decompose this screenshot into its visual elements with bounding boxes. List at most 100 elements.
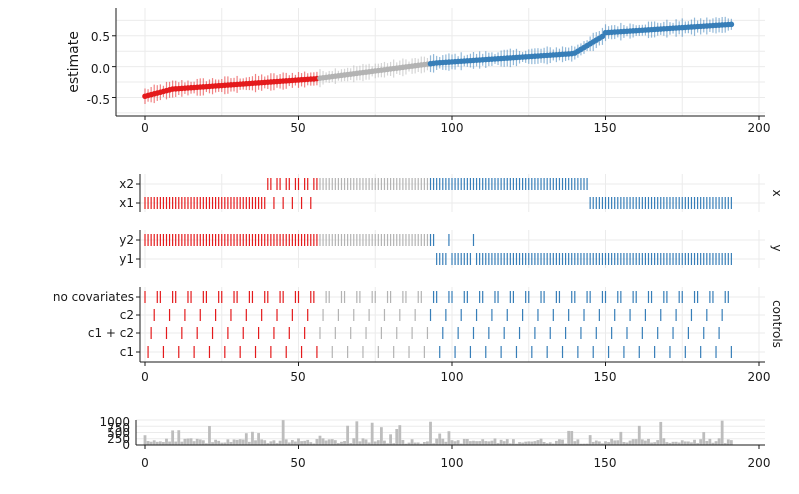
count-bar bbox=[346, 425, 350, 445]
count-bar bbox=[714, 441, 718, 445]
facet-strip-label: controls bbox=[770, 300, 784, 348]
count-bar bbox=[306, 439, 310, 445]
choice-row-label: c1 bbox=[120, 345, 134, 359]
choice-row-label: x2 bbox=[119, 177, 134, 191]
x-tick-label: 50 bbox=[290, 370, 305, 384]
count-bar bbox=[717, 438, 721, 445]
count-bar bbox=[327, 439, 331, 445]
count-bar bbox=[659, 421, 663, 445]
count-bar bbox=[254, 440, 257, 445]
count-bar bbox=[318, 435, 322, 445]
count-bar bbox=[588, 435, 592, 445]
count-bar bbox=[343, 441, 346, 445]
count-bar bbox=[432, 443, 435, 445]
count-bar bbox=[297, 438, 300, 445]
count-bar bbox=[395, 429, 399, 445]
count-bar bbox=[570, 431, 574, 445]
count-bar bbox=[189, 438, 193, 445]
count-bar bbox=[183, 438, 187, 445]
x-tick-label: 100 bbox=[441, 456, 464, 470]
count-bar bbox=[214, 439, 218, 445]
count-bar bbox=[613, 440, 617, 445]
count-bar bbox=[505, 439, 509, 445]
count-bar bbox=[361, 438, 365, 445]
count-bar bbox=[171, 430, 175, 445]
count-bar bbox=[465, 438, 469, 445]
count-bar bbox=[284, 439, 288, 445]
count-bar bbox=[186, 438, 190, 445]
count-bar bbox=[515, 443, 518, 445]
choice-row-label: c2 bbox=[120, 308, 134, 322]
choice-row-label: y1 bbox=[119, 252, 134, 266]
count-bar bbox=[597, 441, 601, 445]
y-tick-label: 0.0 bbox=[91, 62, 110, 76]
count-bar bbox=[208, 426, 211, 445]
y-axis-title: estimate bbox=[66, 31, 82, 93]
count-bar bbox=[576, 439, 580, 445]
count-bar bbox=[729, 440, 733, 445]
count-bar bbox=[530, 441, 534, 445]
count-bar bbox=[640, 439, 644, 445]
count-bar bbox=[337, 443, 340, 445]
count-bar bbox=[573, 441, 577, 445]
count-bar bbox=[174, 441, 178, 445]
count-bar bbox=[527, 441, 531, 445]
count-bar bbox=[195, 438, 199, 445]
count-bar bbox=[355, 421, 359, 445]
count-bar bbox=[558, 439, 561, 445]
count-bar bbox=[238, 439, 242, 445]
choice-row-label: c1 + c2 bbox=[88, 326, 134, 340]
count-bar bbox=[644, 440, 647, 445]
count-bar bbox=[401, 440, 405, 445]
count-bar bbox=[441, 438, 445, 445]
count-bar bbox=[312, 443, 316, 445]
count-bar bbox=[484, 441, 488, 445]
count-bar bbox=[330, 439, 334, 445]
count-bar bbox=[211, 442, 214, 445]
count-bar bbox=[650, 442, 653, 445]
count-bar bbox=[699, 439, 703, 445]
count-bar bbox=[192, 441, 196, 445]
count-bar bbox=[662, 438, 666, 445]
count-bar bbox=[567, 430, 571, 445]
count-bar bbox=[217, 440, 221, 445]
count-bar bbox=[447, 431, 451, 445]
count-bar bbox=[539, 438, 543, 445]
count-bar bbox=[294, 441, 297, 445]
count-bar bbox=[545, 443, 549, 445]
count-bar bbox=[512, 439, 515, 445]
count-bar bbox=[521, 442, 525, 445]
count-bar bbox=[502, 441, 506, 445]
count-bar bbox=[263, 440, 267, 445]
count-bar bbox=[340, 441, 343, 445]
count-bar bbox=[696, 443, 699, 445]
count-bar bbox=[158, 441, 162, 445]
facet-strip-label: y bbox=[770, 244, 784, 251]
count-bar bbox=[376, 440, 380, 445]
count-bar bbox=[392, 443, 396, 445]
count-bar bbox=[594, 440, 598, 445]
facet-strip-label: x bbox=[770, 189, 784, 196]
count-bar bbox=[548, 442, 552, 445]
count-bar bbox=[444, 441, 448, 445]
count-bar bbox=[680, 440, 684, 445]
count-bar bbox=[281, 420, 285, 445]
count-bar bbox=[564, 443, 567, 445]
count-bar bbox=[450, 440, 454, 445]
count-bar bbox=[591, 441, 595, 445]
count-bar bbox=[321, 438, 325, 445]
count-bar bbox=[438, 433, 442, 445]
count-bar bbox=[247, 441, 251, 445]
count-bar bbox=[168, 441, 171, 445]
count-tick-label: 1000 bbox=[99, 415, 130, 429]
x-tick-label: 0 bbox=[141, 456, 149, 470]
choice-panels bbox=[136, 174, 765, 366]
count-bar bbox=[690, 442, 693, 445]
count-bar bbox=[352, 438, 356, 445]
count-bar bbox=[561, 439, 564, 445]
count-bar bbox=[429, 421, 432, 445]
x-tick-label: 0 bbox=[141, 121, 149, 135]
count-bar bbox=[462, 438, 466, 445]
count-bar bbox=[619, 431, 623, 445]
x-tick-label: 150 bbox=[594, 456, 617, 470]
